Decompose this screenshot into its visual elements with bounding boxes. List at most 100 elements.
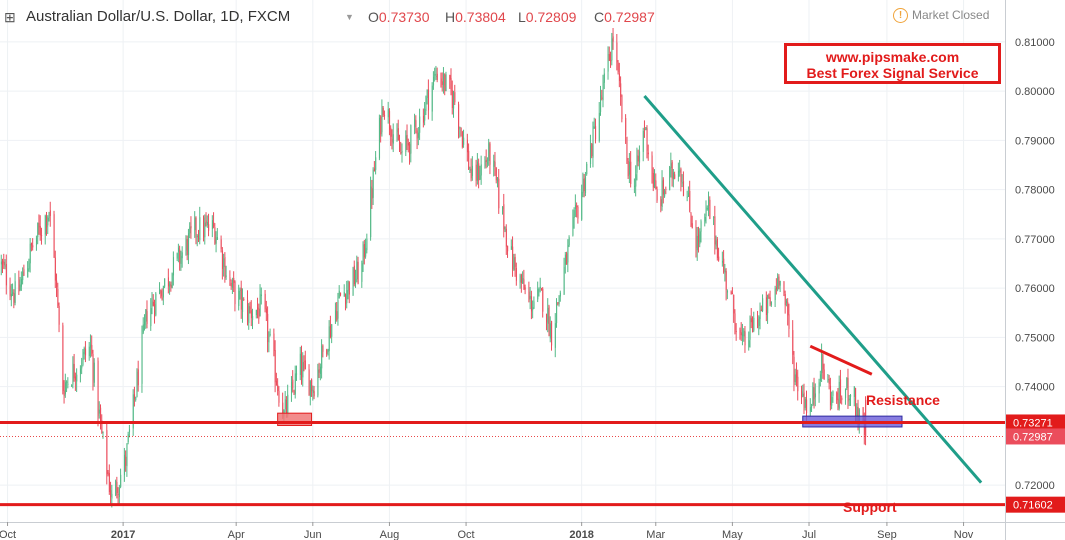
candle-body [616,42,618,63]
candle-body [639,151,641,163]
candle-body [445,74,447,92]
candle-body [155,293,157,316]
candle-body [744,331,746,346]
candle-body [443,73,445,86]
candle-body [806,399,808,414]
square-plus-icon[interactable]: ⊞ [4,9,16,25]
candle-body [362,244,364,264]
candle-body [626,136,628,161]
candle-body [47,217,49,226]
candle-body [567,245,569,263]
candle-body [248,306,250,324]
candle-body [836,392,838,401]
candle-body [67,383,69,385]
level-lower-tag-label: 0.71602 [1013,500,1053,512]
candle-body [549,323,551,339]
candle-body [528,291,530,300]
candle-body [161,297,163,300]
candle-body [229,277,231,281]
price-tick-label: 0.76000 [1015,283,1055,295]
candle-body [416,130,418,139]
candle-body [709,199,711,219]
candle-body [220,239,222,249]
chevron-down-icon[interactable]: ▼ [345,12,354,22]
candle-body [548,306,550,337]
candle-body [277,384,279,391]
candle-body [318,369,320,373]
time-tick-label: Apr [228,529,245,540]
candle-body [384,114,386,117]
candle-body [299,353,301,375]
candle-body [656,189,658,201]
candle-body [178,247,180,252]
candle-body [313,391,315,397]
candle-body [372,169,374,198]
candle-body [674,174,676,179]
candle-body [38,223,40,228]
candle-body [337,300,339,319]
candle-body [818,382,820,394]
candle-body [708,199,710,206]
candle-body [312,389,314,393]
candle-body [391,138,393,143]
price-tick-label: 0.78000 [1015,185,1055,197]
candle-body [784,293,786,306]
candle-body [611,38,613,61]
candle-body [618,73,620,82]
candle-body [577,206,579,219]
candle-body [776,287,778,290]
candle-body [469,169,471,171]
candle-body [845,388,847,398]
time-tick-label: Jun [304,529,322,540]
candle-body [627,160,629,177]
symbol-title[interactable]: Australian Dollar/U.S. Dollar, 1D, FXCM [26,8,291,25]
candle-body [566,253,568,265]
candle-body [160,290,162,297]
candle-body [512,246,514,270]
candle-body [93,362,95,383]
candle-body [424,108,426,121]
candle-body [102,431,104,433]
candle-body [855,388,857,417]
candle-body [647,152,649,155]
current-price-tag [1006,428,1065,445]
candle-body [730,291,732,295]
candle-body [493,160,495,167]
candle-body [159,289,161,294]
candle-body [10,293,12,297]
candle-body [749,317,751,340]
resistance-line [809,344,873,376]
candle-body [72,363,74,385]
candle-body [783,281,785,293]
candle-body [321,345,323,369]
candle-body [274,350,276,383]
candle-body [479,175,481,180]
candle-body [381,106,383,133]
candle-body [371,188,373,199]
candle-body [568,237,570,246]
candle-body [111,493,113,499]
candle-body [291,381,293,394]
candle-body [846,377,848,389]
candle-body [582,178,584,193]
candle-body [691,223,693,229]
candle-body [294,373,296,395]
candle-body [475,164,477,181]
candle-body [406,134,408,142]
candle-body [662,179,664,195]
candle-body [389,111,391,130]
candle-body [129,429,131,433]
candle-body [603,73,605,83]
candle-body [558,296,560,305]
candle-body [355,278,357,284]
candle-body [488,143,490,162]
candle-body [46,216,48,228]
candle-body [107,472,109,476]
candle-body [451,90,453,109]
level-upper-tag [1006,414,1065,431]
candle-body [522,278,524,284]
candle-body [563,266,565,295]
candle-body [366,238,368,251]
candle-body [778,276,780,286]
